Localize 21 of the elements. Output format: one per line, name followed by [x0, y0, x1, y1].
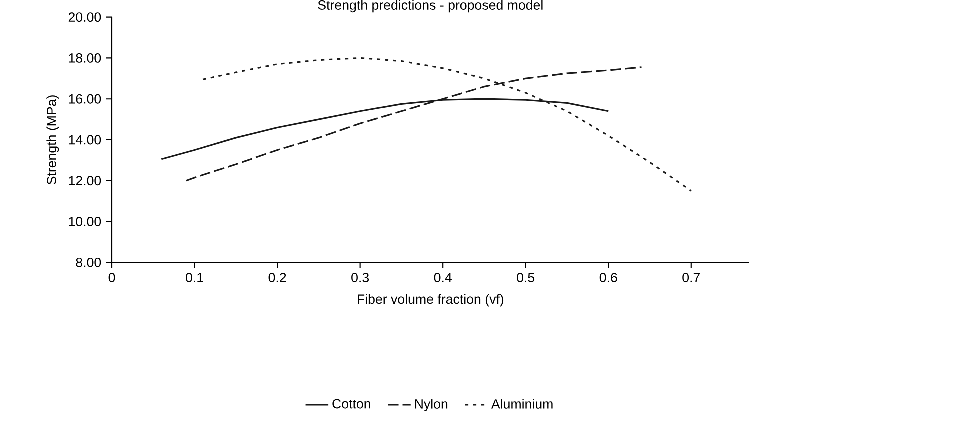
y-axis-title: Strength (MPa) — [46, 96, 60, 185]
y-tick-label: 10.00 — [69, 217, 102, 226]
legend-label: Nylon — [415, 399, 448, 412]
x-tick-label: 0.1 — [186, 273, 204, 282]
x-tick-label: 0 — [108, 273, 116, 282]
y-tick-label: 12.00 — [69, 176, 102, 186]
x-tick-label: 0.4 — [434, 273, 452, 282]
chart-title: Strength predictions - proposed model — [318, 0, 543, 13]
legend-label: Aluminium — [491, 399, 553, 409]
y-tick-label: 14.00 — [69, 135, 102, 145]
y-tick-label: 20.00 — [68, 12, 102, 22]
x-tick-label: 0.5 — [517, 273, 535, 282]
x-tick-label: 0.6 — [600, 273, 618, 282]
x-tick-label: 0.7 — [682, 273, 700, 282]
x-tick-label: 0.2 — [268, 273, 286, 282]
y-tick-label: 8.00 — [76, 258, 102, 268]
x-axis-title: Fiber volume fraction (vf) — [358, 294, 504, 307]
legend-label: Cotton — [332, 399, 370, 409]
y-tick-label: 18.00 — [69, 54, 102, 63]
y-tick-label: 16.00 — [69, 94, 102, 104]
x-tick-label: 0.3 — [352, 273, 370, 282]
